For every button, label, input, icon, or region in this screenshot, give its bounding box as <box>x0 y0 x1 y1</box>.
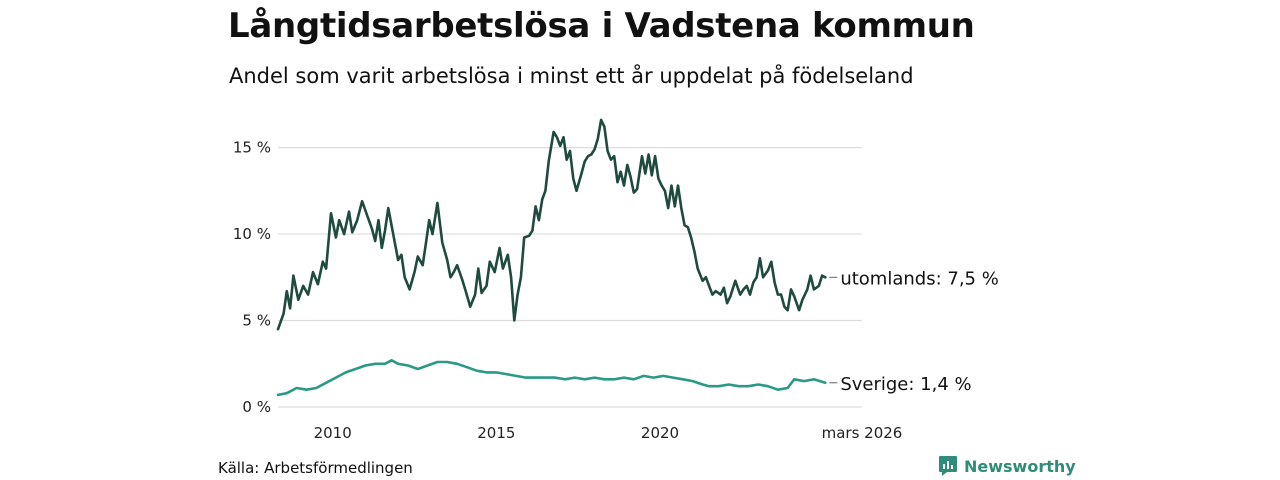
gridlines <box>278 146 862 408</box>
x-tick-label: 2020 <box>641 424 679 442</box>
x-tick-label: mars 2026 <box>822 424 903 442</box>
end-labels: utomlands: 7,5 % Sverige: 1,4 % <box>829 268 999 395</box>
end-label-sverige: Sverige: 1,4 % <box>840 374 971 395</box>
x-axis-ticks: 2010 2015 2020 mars 2026 <box>314 424 903 442</box>
end-label-utomlands: utomlands: 7,5 % <box>840 268 999 289</box>
chart-title: Långtidsarbetslösa i Vadstena kommun <box>228 6 975 46</box>
y-tick-label: 15 % <box>233 139 271 157</box>
bar-chart-icon <box>939 456 957 476</box>
y-tick-label: 10 % <box>233 225 271 243</box>
y-tick-label: 5 % <box>242 312 271 330</box>
source-note: Källa: Arbetsförmedlingen <box>218 459 413 477</box>
series-line-utomlands <box>276 118 827 331</box>
brand-name: Newsworthy <box>964 456 1076 476</box>
x-tick-label: 2015 <box>477 424 515 442</box>
y-axis-ticks: 0 % 5 % 10 % 15 % <box>233 139 271 416</box>
series-line-sverige <box>276 359 827 397</box>
brand-logo[interactable]: Newsworthy <box>938 455 1076 477</box>
x-tick-label: 2010 <box>314 424 352 442</box>
series-lines <box>276 118 827 397</box>
y-tick-label: 0 % <box>242 398 271 416</box>
chart-subtitle: Andel som varit arbetslösa i minst ett å… <box>229 64 914 88</box>
